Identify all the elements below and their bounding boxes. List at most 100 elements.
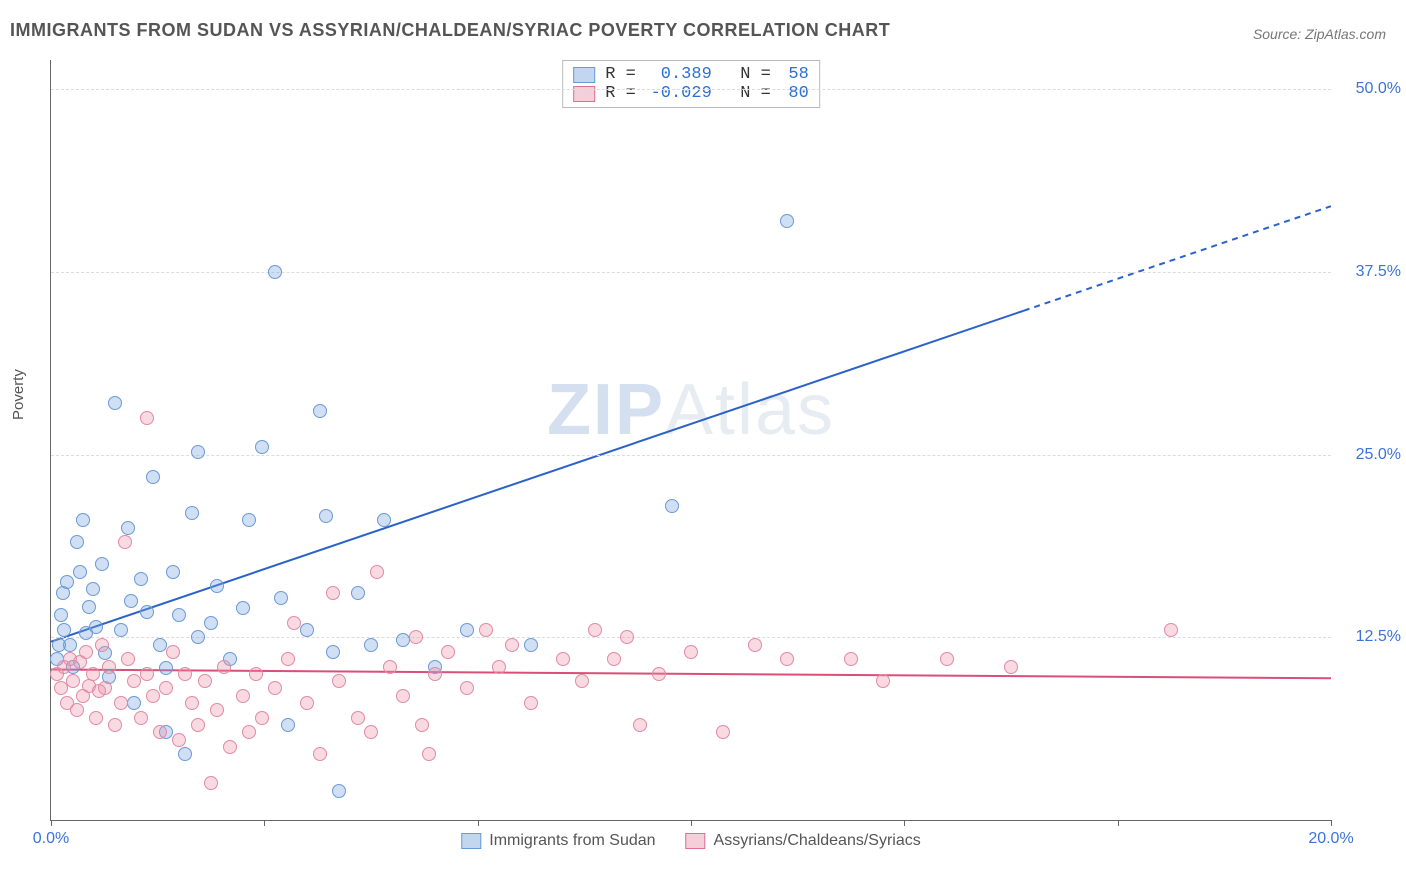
data-point: [249, 667, 263, 681]
series-name-0: Immigrants from Sudan: [489, 832, 655, 850]
data-point: [364, 638, 378, 652]
data-point: [236, 601, 250, 615]
y-axis-label: Poverty: [10, 369, 27, 420]
y-tick-label: 12.5%: [1356, 628, 1401, 646]
data-point: [159, 661, 173, 675]
r-value-0: 0.389: [640, 65, 712, 84]
data-point: [575, 674, 589, 688]
data-point: [492, 660, 506, 674]
gridline: [51, 89, 1331, 90]
data-point: [153, 638, 167, 652]
gridline: [51, 455, 1331, 456]
data-point: [89, 711, 103, 725]
data-point: [140, 411, 154, 425]
data-point: [172, 608, 186, 622]
data-point: [134, 711, 148, 725]
data-point: [844, 652, 858, 666]
legend-row-series-1: R = -0.029 N = 80: [573, 84, 809, 103]
data-point: [204, 776, 218, 790]
data-point: [524, 696, 538, 710]
data-point: [300, 623, 314, 637]
source-attribution: Source: ZipAtlas.com: [1253, 26, 1386, 42]
series-legend: Immigrants from Sudan Assyrians/Chaldean…: [461, 832, 920, 850]
source-link[interactable]: ZipAtlas.com: [1305, 26, 1386, 42]
x-tick-label: 20.0%: [1308, 830, 1353, 848]
trendline-dashed: [1024, 206, 1331, 311]
data-point: [396, 633, 410, 647]
x-tick-label: 0.0%: [33, 830, 69, 848]
data-point: [178, 747, 192, 761]
data-point: [66, 674, 80, 688]
plot-area: ZIPAtlas R = 0.389 N = 58 R = -0.029 N =…: [50, 60, 1331, 821]
data-point: [460, 623, 474, 637]
n-value-0: 58: [775, 65, 809, 84]
data-point: [326, 645, 340, 659]
chart-title: IMMIGRANTS FROM SUDAN VS ASSYRIAN/CHALDE…: [10, 20, 890, 41]
data-point: [940, 652, 954, 666]
data-point: [70, 703, 84, 717]
trendline-solid: [51, 311, 1024, 642]
data-point: [281, 652, 295, 666]
data-point: [102, 660, 116, 674]
data-point: [60, 575, 74, 589]
data-point: [185, 696, 199, 710]
data-point: [415, 718, 429, 732]
legend-item-0: Immigrants from Sudan: [461, 832, 655, 850]
data-point: [204, 616, 218, 630]
data-point: [172, 733, 186, 747]
data-point: [153, 725, 167, 739]
data-point: [82, 600, 96, 614]
data-point: [1004, 660, 1018, 674]
trendline-solid: [51, 669, 1331, 678]
data-point: [351, 586, 365, 600]
y-tick-label: 50.0%: [1356, 80, 1401, 98]
data-point: [428, 667, 442, 681]
data-point: [191, 718, 205, 732]
legend-swatch-1: [573, 86, 595, 102]
x-tick: [478, 820, 479, 826]
data-point: [54, 608, 68, 622]
data-point: [505, 638, 519, 652]
source-prefix: Source:: [1253, 26, 1305, 42]
data-point: [166, 645, 180, 659]
data-point: [281, 718, 295, 732]
data-point: [191, 445, 205, 459]
data-point: [255, 440, 269, 454]
data-point: [76, 513, 90, 527]
data-point: [127, 696, 141, 710]
data-point: [588, 623, 602, 637]
watermark: ZIPAtlas: [547, 369, 835, 451]
data-point: [876, 674, 890, 688]
r-label: R =: [605, 65, 636, 84]
data-point: [210, 579, 224, 593]
x-tick: [1331, 820, 1332, 826]
data-point: [326, 586, 340, 600]
data-point: [70, 535, 84, 549]
data-point: [114, 696, 128, 710]
data-point: [178, 667, 192, 681]
data-point: [556, 652, 570, 666]
data-point: [313, 404, 327, 418]
data-point: [287, 616, 301, 630]
data-point: [121, 652, 135, 666]
data-point: [140, 667, 154, 681]
data-point: [364, 725, 378, 739]
data-point: [1164, 623, 1178, 637]
data-point: [479, 623, 493, 637]
n-label: N =: [740, 65, 771, 84]
n-value-1: 80: [775, 84, 809, 103]
data-point: [607, 652, 621, 666]
data-point: [332, 784, 346, 798]
data-point: [313, 747, 327, 761]
data-point: [223, 740, 237, 754]
data-point: [127, 674, 141, 688]
data-point: [114, 623, 128, 637]
data-point: [98, 681, 112, 695]
r-label: R =: [605, 84, 636, 103]
data-point: [242, 513, 256, 527]
data-point: [274, 591, 288, 605]
chart-container: IMMIGRANTS FROM SUDAN VS ASSYRIAN/CHALDE…: [0, 0, 1406, 892]
data-point: [409, 630, 423, 644]
data-point: [86, 582, 100, 596]
data-point: [185, 506, 199, 520]
